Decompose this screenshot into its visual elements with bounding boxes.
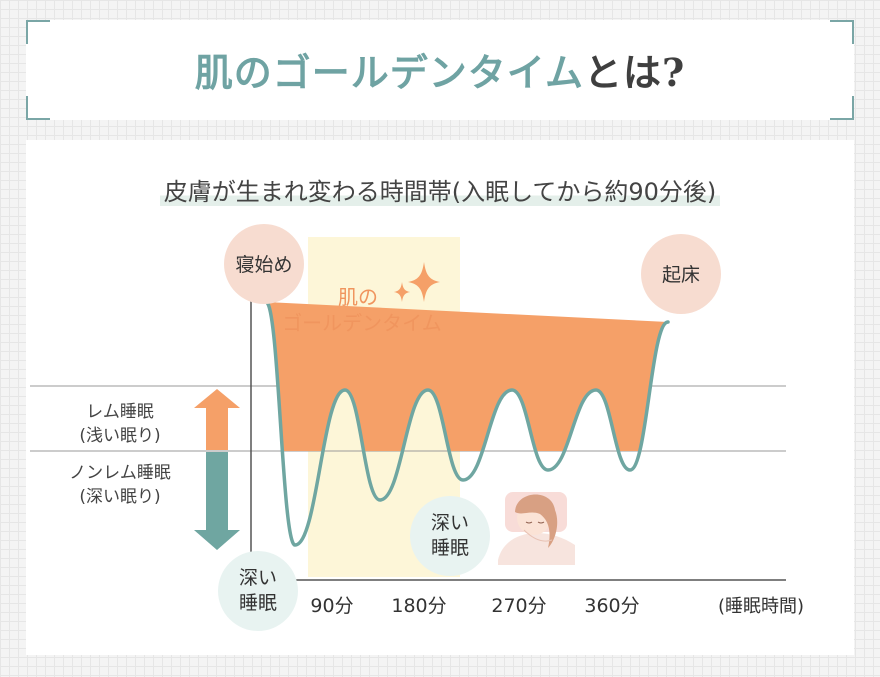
- deep-sleep-1-line1: 深い: [239, 567, 277, 589]
- sparkle-icon: [394, 262, 440, 302]
- rem-sublabel: (浅い眠り): [79, 426, 160, 446]
- deep-sleep-1-line2: 睡眠: [239, 592, 277, 614]
- corner-bracket: [830, 20, 854, 44]
- corner-bracket: [26, 20, 50, 44]
- deep-sleep-bubble-1: 深い 睡眠: [218, 551, 298, 631]
- title-box: 肌のゴールデンタイムとは?: [26, 20, 854, 120]
- non-rem-label: ノンレム睡眠: [69, 463, 171, 483]
- sleep-start-bubble: 寝始め: [224, 224, 304, 304]
- x-axis-unit-label: (睡眠時間): [718, 596, 804, 617]
- golden-time-label-1: 肌の: [338, 285, 378, 309]
- subtitle-text: 皮膚が生まれ変わる時間帯(入眠してから約90分後): [159, 178, 721, 206]
- deep-sleep-2-line1: 深い: [431, 512, 469, 534]
- corner-bracket: [830, 96, 854, 120]
- x-tick: 270分: [491, 595, 546, 617]
- rem-phase-fill: [266, 302, 668, 451]
- wake-label: 起床: [662, 264, 700, 286]
- chart-subtitle: 皮膚が生まれ変わる時間帯(入眠してから約90分後): [0, 172, 880, 207]
- sleep-start-label: 寝始め: [235, 254, 292, 276]
- rem-label: レム睡眠: [86, 402, 154, 422]
- non-rem-arrow-down: [194, 452, 240, 550]
- sleeping-woman-illustration: [498, 492, 575, 565]
- x-tick: 360分: [584, 595, 639, 617]
- deep-sleep-2-line2: 睡眠: [431, 537, 469, 559]
- sleep-depth-curve: [264, 300, 670, 547]
- title-accent: 肌のゴールデンタイム: [194, 50, 584, 95]
- x-tick: 180分: [391, 595, 446, 617]
- wake-bubble: 起床: [641, 234, 721, 314]
- deep-sleep-bubble-2: 深い 睡眠: [410, 496, 490, 576]
- rem-arrow-up: [194, 389, 240, 450]
- non-rem-sublabel: (深い眠り): [79, 487, 160, 507]
- page-title: 肌のゴールデンタイムとは?: [26, 42, 854, 97]
- corner-bracket: [26, 96, 50, 120]
- title-rest: とは?: [583, 50, 686, 95]
- x-tick: 90分: [310, 595, 353, 617]
- golden-time-label-2: ゴールデンタイム: [282, 311, 442, 335]
